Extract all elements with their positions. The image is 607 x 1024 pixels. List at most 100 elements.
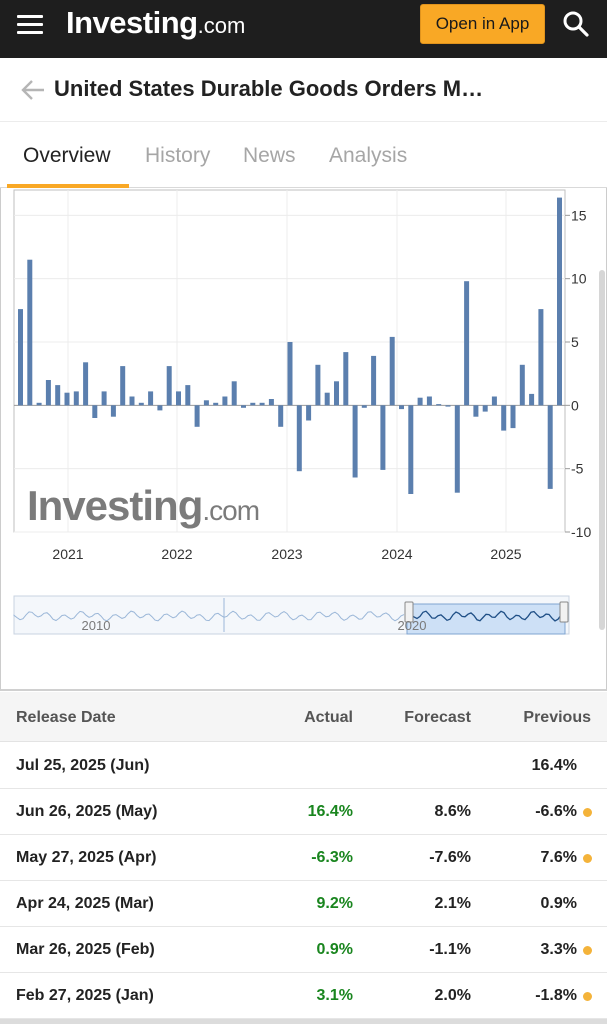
chart-bar (399, 405, 404, 410)
chart-bar (101, 391, 107, 406)
scrollbar[interactable] (599, 270, 605, 630)
header-release-date: Release Date (16, 709, 116, 726)
chart-bar (148, 391, 154, 406)
table-row[interactable]: Jul 25, 2025 (Jun) 16.4% (0, 743, 607, 789)
title-bar: United States Durable Goods Orders M… (0, 58, 607, 122)
chart-bar (436, 404, 442, 406)
bottom-edge (0, 1019, 607, 1024)
chart-bar (371, 355, 377, 406)
chart-bar (334, 381, 339, 406)
actual-value: 9.2% (316, 895, 353, 912)
y-tick-label: 0 (571, 397, 579, 413)
table-row[interactable]: Jun 26, 2025 (May) 16.4% 8.6% -6.6% (0, 789, 607, 835)
chart-navigator: 2010 2020 (13, 595, 570, 635)
tab-history[interactable]: History (145, 144, 211, 167)
actual-value: 3.1% (316, 987, 353, 1004)
chart-bar (166, 366, 172, 406)
chart-bar (529, 393, 535, 406)
revised-dot-icon[interactable] (583, 854, 592, 863)
table-row[interactable]: Apr 24, 2025 (Mar) 9.2% 2.1% 0.9% (0, 881, 607, 927)
chart-bar (18, 309, 23, 406)
forecast-value: 2.1% (434, 895, 471, 912)
chart-bar (222, 396, 228, 406)
chart-watermark: Investing.com (27, 482, 259, 529)
release-date: Feb 27, 2025 (Jan) (16, 987, 154, 1004)
active-tab-indicator (7, 184, 129, 188)
x-tick-label: 2024 (381, 546, 412, 562)
previous-value: -1.8% (535, 987, 577, 1004)
x-tick-label: 2022 (161, 546, 192, 562)
revised-dot-icon[interactable] (583, 992, 592, 1001)
search-icon[interactable] (562, 10, 590, 38)
chart-bar (501, 405, 507, 431)
actual-value: -6.3% (311, 849, 353, 866)
chart-bar (129, 396, 135, 406)
chart-bar (306, 405, 312, 421)
chart-bar (426, 396, 432, 406)
chart-bar (538, 309, 544, 406)
table-row[interactable]: Feb 27, 2025 (Jan) 3.1% 2.0% -1.8% (0, 973, 607, 1019)
actual-value: 16.4% (307, 803, 353, 820)
chart-bar (157, 405, 163, 411)
previous-value: 7.6% (540, 849, 577, 866)
navigator-line-history (13, 610, 405, 622)
forecast-value: 8.6% (434, 803, 471, 820)
chart-bar (352, 405, 358, 478)
chart-bar (464, 281, 470, 406)
chart-bar (92, 405, 98, 418)
chart-bar (510, 405, 516, 429)
release-date: Apr 24, 2025 (Mar) (16, 895, 154, 912)
header-actual: Actual (304, 709, 353, 726)
y-tick-label: 5 (571, 334, 579, 350)
chart-bar (287, 342, 293, 406)
chart-bar (482, 405, 488, 412)
release-date: Jul 25, 2025 (Jun) (16, 757, 150, 774)
chart-bar (120, 366, 126, 406)
durable-goods-chart[interactable]: 2021 2022 2023 2024 2025 15 10 5 0 -5 -10 Investing… (0, 188, 607, 691)
navigator-handle[interactable] (404, 601, 414, 623)
logo-brand: Investing (66, 5, 198, 40)
chart-bar (231, 381, 237, 406)
chart-bar (203, 400, 209, 406)
revised-dot-icon[interactable] (583, 946, 592, 955)
previous-value: -6.6% (535, 803, 577, 820)
tab-bar: Overview History News Analysis (0, 122, 607, 188)
chart-bar (241, 405, 246, 408)
chart-bar (417, 397, 423, 406)
chart-bar (315, 364, 321, 406)
open-in-app-button[interactable]: Open in App (420, 4, 545, 44)
actual-value: 0.9% (316, 941, 353, 958)
chart-bar (110, 405, 116, 417)
previous-value: 0.9% (540, 895, 577, 912)
x-tick-label: 2021 (52, 546, 83, 562)
chart-bar (36, 402, 42, 406)
chart-bar (250, 402, 256, 406)
y-tick-label: 10 (571, 271, 587, 287)
chart-bar (389, 336, 395, 406)
back-arrow-icon[interactable] (20, 78, 46, 102)
revised-dot-icon[interactable] (583, 808, 592, 817)
navigator-handle[interactable] (559, 601, 569, 623)
chart-bar (268, 399, 274, 406)
logo-tld: .com (197, 13, 246, 38)
table-row[interactable]: May 27, 2025 (Apr) -6.3% -7.6% 7.6% (0, 835, 607, 881)
tab-news[interactable]: News (243, 144, 296, 167)
x-tick-label: 2023 (271, 546, 302, 562)
table-header: Release Date Actual Forecast Previous (0, 692, 607, 742)
chart-bar (445, 405, 451, 407)
chart-bar (176, 391, 181, 406)
top-navigation-bar: Investing.com Open in App (0, 0, 607, 58)
investing-logo[interactable]: Investing.com (66, 5, 245, 41)
x-tick-label: 2025 (490, 546, 521, 562)
chart-bar (45, 380, 51, 406)
chart-bar (194, 405, 200, 427)
chart-bar (27, 259, 33, 406)
menu-icon[interactable] (17, 13, 45, 35)
table-row[interactable]: Mar 26, 2025 (Feb) 0.9% -1.1% 3.3% (0, 927, 607, 973)
navigator-selection (406, 603, 566, 635)
tab-analysis[interactable]: Analysis (329, 144, 408, 167)
y-tick-label: -5 (571, 461, 584, 477)
page-title: United States Durable Goods Orders M… (54, 76, 484, 101)
tab-overview[interactable]: Overview (23, 144, 111, 167)
chart-bar (213, 402, 219, 406)
